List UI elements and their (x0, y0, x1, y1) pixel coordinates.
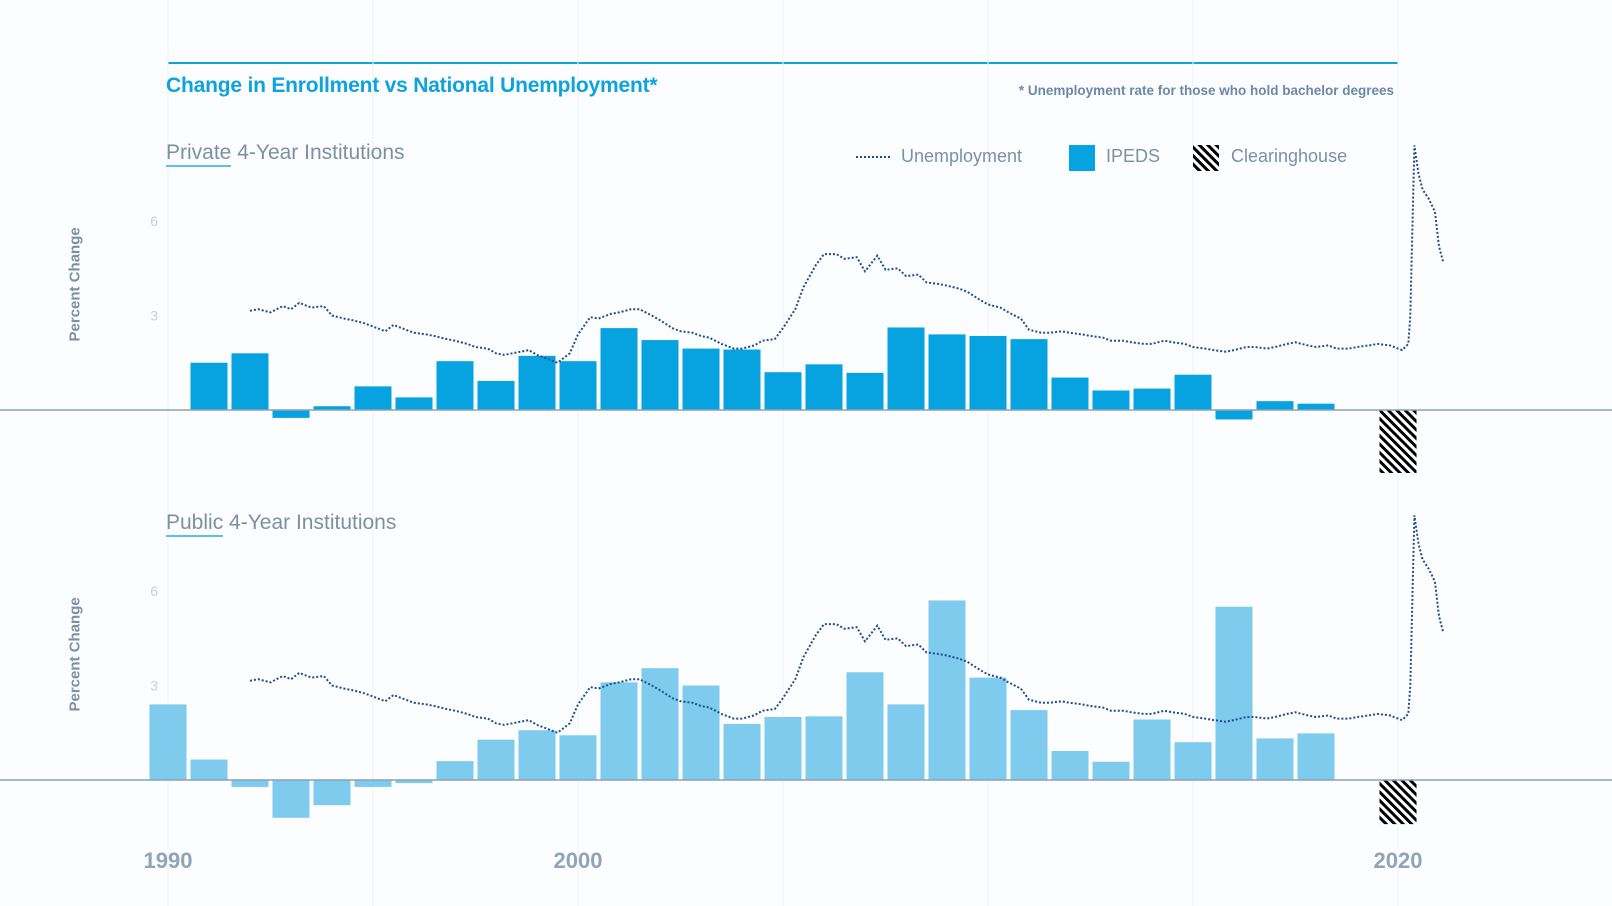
bar-ipeds-2017 (1256, 401, 1294, 410)
bar-ipeds-2014 (1133, 388, 1171, 410)
bar-ipeds-2011 (1010, 339, 1048, 410)
bar-ipeds-2002 (641, 340, 679, 410)
bar-ipeds-2006 (805, 364, 843, 410)
bar-ipeds-1998 (477, 381, 515, 410)
bar-ipeds-2005 (764, 372, 802, 410)
bar-ipeds-1997 (436, 361, 474, 410)
bar-ipeds-1994 (313, 406, 351, 410)
bar-ipeds-2013 (1092, 390, 1130, 410)
bar-ipeds-1994 (313, 780, 351, 806)
y-tick-label: 3 (150, 678, 158, 694)
bar-ipeds-2010 (969, 335, 1007, 410)
bar-ipeds-2009 (928, 334, 966, 410)
bar-ipeds-2015 (1174, 374, 1212, 410)
bar-ipeds-2005 (764, 717, 802, 780)
y-tick-label: 6 (150, 213, 158, 229)
bar-ipeds-1993 (272, 410, 310, 418)
bar-ipeds-2004 (723, 723, 761, 780)
bar-ipeds-1996 (395, 397, 433, 410)
bar-ipeds-2007 (846, 672, 884, 780)
unemployment-line (249, 515, 1445, 734)
bar-ipeds-2003 (682, 348, 720, 410)
bar-ipeds-1998 (477, 739, 515, 780)
chart-title: Change in Enrollment vs National Unemplo… (166, 74, 658, 97)
bar-ipeds-2015 (1174, 742, 1212, 780)
legend-marks (856, 145, 1219, 171)
bar-ipeds-2016 (1215, 606, 1253, 780)
bar-ipeds-1997 (436, 761, 474, 780)
x-tick-label: 1990 (144, 848, 193, 873)
bars (149, 327, 1417, 825)
bar-ipeds-2012 (1051, 751, 1089, 780)
bar-ipeds-2008 (887, 704, 925, 780)
bar-ipeds-1992 (231, 780, 269, 787)
bar-ipeds-2017 (1256, 738, 1294, 780)
panel-title-highlight: Private (166, 141, 232, 167)
bar-ipeds-2000 (559, 735, 597, 780)
bar-ipeds-2000 (559, 361, 597, 410)
bar-ipeds-2010 (969, 677, 1007, 780)
y-axis-label-private: Percent Change (66, 227, 84, 342)
bar-ipeds-2004 (723, 349, 761, 410)
bar-ipeds-2001 (600, 328, 638, 410)
y-axis-label-public: Percent Change (66, 597, 84, 712)
bar-ipeds-1991 (190, 362, 228, 410)
bar-clearinghouse-2020 (1379, 780, 1417, 825)
bar-ipeds-1995 (354, 386, 392, 410)
bar-ipeds-2008 (887, 327, 925, 410)
tick-labels: 3 6 3 6 1990 2000 2020 (144, 213, 1423, 873)
bar-ipeds-2007 (846, 372, 884, 410)
bar-ipeds-2016 (1215, 410, 1253, 420)
bar-ipeds-2018 (1297, 733, 1335, 780)
bar-ipeds-1990 (149, 704, 187, 780)
unemployment-line (249, 145, 1445, 364)
bar-ipeds-1993 (272, 780, 310, 818)
bar-ipeds-1999 (518, 355, 556, 410)
panel-title-highlight: Public (166, 511, 224, 537)
bar-ipeds-2001 (600, 682, 638, 780)
footnote: * Unemployment rate for those who hold b… (1018, 83, 1394, 98)
bar-ipeds-1992 (231, 353, 269, 410)
y-tick-label: 3 (150, 308, 158, 324)
panel-title-rest: 4-Year Institutions (231, 141, 405, 164)
bar-ipeds-1999 (518, 730, 556, 780)
bar-ipeds-2006 (805, 716, 843, 780)
unemployment-lines (249, 145, 1445, 734)
panel-title-private: Private 4-Year Institutions (166, 141, 405, 167)
y-tick-label: 6 (150, 583, 158, 599)
bar-ipeds-2011 (1010, 710, 1048, 780)
bar-clearinghouse-2020 (1379, 410, 1417, 473)
bar-ipeds-2018 (1297, 403, 1335, 410)
legend-ipeds-swatch (1069, 145, 1095, 171)
bar-ipeds-1995 (354, 780, 392, 787)
panel-title-rest: 4-Year Institutions (223, 511, 397, 534)
x-tick-label: 2020 (1374, 848, 1423, 873)
bar-ipeds-2002 (641, 668, 679, 780)
x-tick-label: 2000 (554, 848, 603, 873)
bar-ipeds-2009 (928, 600, 966, 780)
bar-ipeds-1991 (190, 759, 228, 780)
legend-unemployment-label: Unemployment (901, 146, 1023, 166)
bar-ipeds-1996 (395, 780, 433, 784)
legend-clearinghouse-label: Clearinghouse (1231, 146, 1348, 166)
bar-ipeds-2013 (1092, 761, 1130, 780)
axes (0, 409, 1612, 781)
legend-ipeds-label: IPEDS (1106, 146, 1161, 166)
legend-clearinghouse-swatch (1193, 145, 1219, 171)
bar-ipeds-2003 (682, 685, 720, 780)
bar-ipeds-2012 (1051, 377, 1089, 410)
bar-ipeds-2014 (1133, 719, 1171, 780)
panel-title-public: Public 4-Year Institutions (166, 511, 397, 537)
